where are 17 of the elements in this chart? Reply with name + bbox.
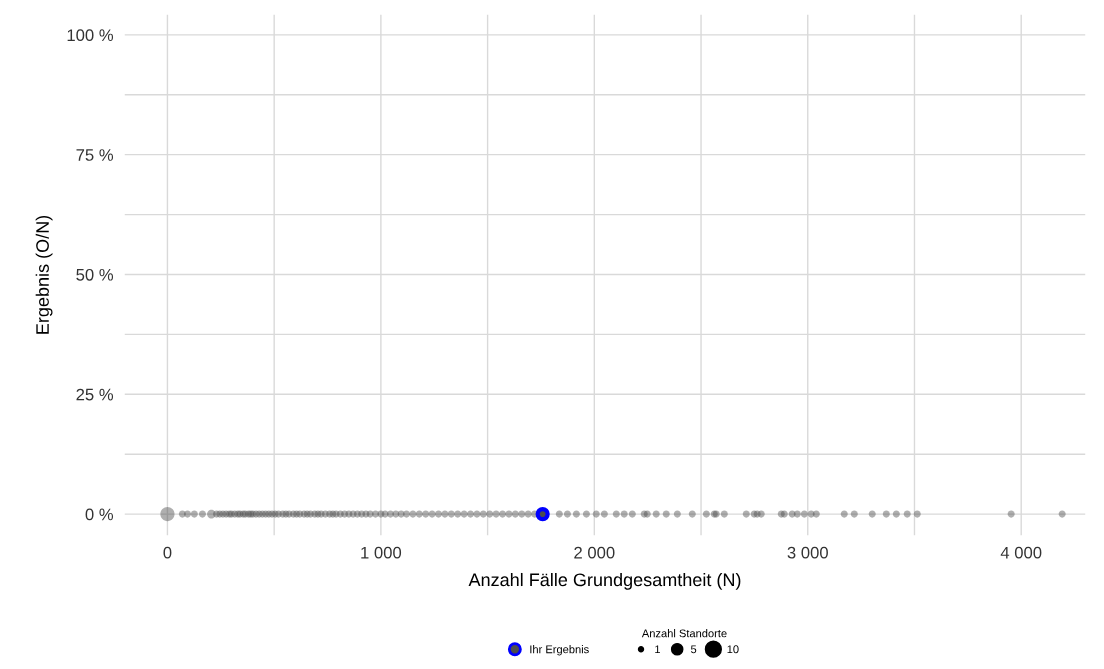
y-tick-label: 50 % (76, 268, 114, 281)
x-axis-title: Anzahl Fälle Grundgesamtheit (N) (468, 572, 741, 590)
y-tick-label: 25 % (76, 388, 114, 401)
x-tick-label: 4 000 (1000, 546, 1042, 559)
legend-label: 5 (690, 645, 697, 654)
y-axis-title: Ergebnis (O/N) (35, 215, 53, 334)
y-tick-label: 0 % (85, 508, 114, 521)
y-tick-label: 100 % (67, 29, 114, 42)
legend-label: Ihr Ergebnis (530, 645, 589, 656)
legend-label: 1 (655, 645, 660, 654)
y-tick-label: 75 % (76, 149, 114, 161)
legend-label: 10 (727, 645, 739, 654)
x-tick-label: 3 000 (787, 546, 828, 559)
x-tick-label: 1 000 (361, 546, 402, 559)
x-tick-label: 2 000 (574, 546, 615, 559)
x-tick-label: 0 (163, 546, 172, 559)
legend-title: Anzahl Standorte (641, 629, 727, 638)
